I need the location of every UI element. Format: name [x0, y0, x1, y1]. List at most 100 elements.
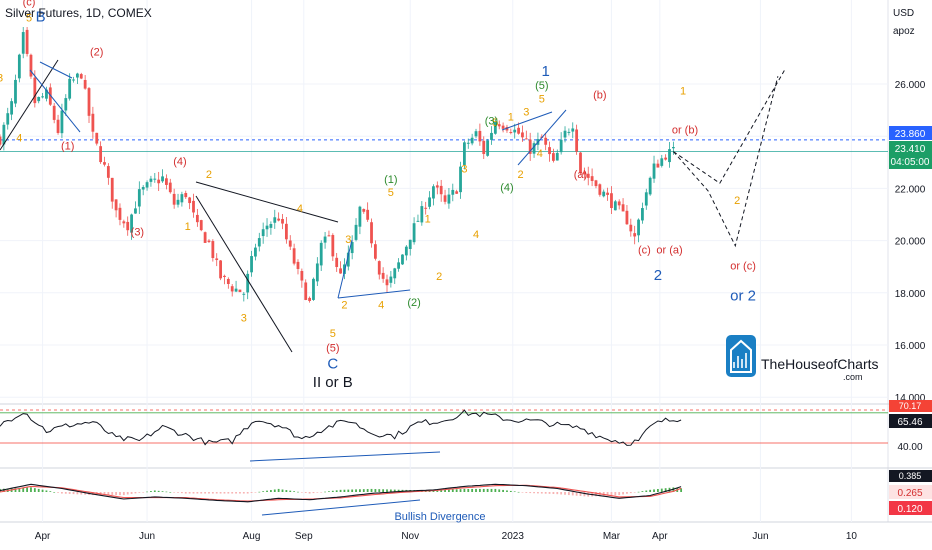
time-tick-label: Nov [401, 531, 419, 542]
macd-histogram-bar [339, 489, 342, 492]
macd-histogram-bar [347, 489, 350, 492]
candle-body [567, 131, 571, 133]
candle-body [559, 139, 563, 153]
wave-label: (2) [407, 297, 420, 309]
wave-label: 2 [436, 271, 442, 283]
macd-histogram-bar [521, 492, 524, 493]
wave-label: or (c) [730, 260, 756, 272]
macd-histogram-bar [370, 488, 373, 492]
macd-histogram-bar [150, 491, 152, 492]
candle-body [350, 242, 354, 254]
macd-histogram-bar [614, 492, 617, 496]
candle-body [466, 142, 470, 144]
macd-histogram-bar [180, 492, 183, 494]
macd-histogram-bar [246, 492, 249, 494]
candle-body [335, 257, 339, 268]
candle-body [432, 186, 435, 199]
macd-histogram-bar [68, 492, 71, 494]
candle-body [532, 143, 536, 154]
candle-body [490, 132, 493, 140]
macd-histogram-bar [64, 492, 67, 494]
candle-body [52, 105, 56, 120]
macd-histogram-bar [486, 488, 489, 492]
user-label: apoz [893, 26, 915, 37]
wave-b-line [29, 69, 81, 133]
candle-body [269, 224, 273, 228]
wave-label: 5 [492, 117, 498, 129]
wave-label: 3 [241, 313, 247, 325]
macd-histogram-bar [386, 489, 388, 492]
candle-body [470, 137, 474, 144]
macd-histogram-bar [146, 491, 148, 493]
candle-body [358, 206, 362, 227]
macd-histogram-bar [107, 492, 110, 496]
macd-histogram-bar [544, 492, 547, 494]
candle-body [637, 219, 640, 236]
wave-label: (3) [485, 115, 498, 127]
candle-body [188, 197, 192, 204]
candle-body [219, 260, 222, 279]
candle-body [145, 182, 149, 188]
macd-histogram-bar [111, 492, 114, 496]
macd-histogram-bar [165, 491, 168, 493]
macd-histogram-bar [157, 490, 160, 492]
macd-histogram-bar [451, 489, 454, 492]
wave-c-rise-line [337, 239, 353, 299]
wave-label: or 2 [730, 288, 756, 305]
candle-body [6, 113, 10, 125]
logo-suffix-text: .com [843, 372, 863, 382]
macd-histogram-bar [49, 491, 52, 492]
wave-b-upper-line [39, 61, 73, 79]
rsi-value-badge [889, 414, 932, 428]
currency-label: USD [893, 8, 914, 19]
candle-body [377, 261, 381, 275]
candle-body [621, 204, 625, 212]
macd-histogram-bar [660, 488, 663, 492]
macd-histogram-bar [382, 489, 385, 492]
macd-histogram-bar [18, 487, 21, 492]
macd-histogram-bar [297, 491, 299, 493]
wave-label: 3 [461, 164, 467, 176]
macd-signal-line [0, 484, 682, 502]
candle-body [617, 201, 621, 206]
macd-histogram-bar [262, 491, 265, 492]
macd-value-text: 0.385 [899, 471, 922, 481]
candle-body [37, 96, 41, 102]
projection-path-alternate [673, 68, 787, 184]
candle-body [14, 79, 17, 104]
candle-body [230, 286, 234, 292]
candle-body [284, 223, 288, 240]
channel-line-left [0, 59, 59, 151]
candle-body [29, 54, 33, 77]
macd-histogram-bar [440, 490, 443, 492]
macd-histogram-bar [355, 489, 357, 492]
candle-body [211, 241, 215, 259]
candle-body [134, 208, 137, 214]
candle-body [184, 192, 188, 198]
candle-body [571, 128, 575, 132]
candle-body [215, 258, 219, 261]
candle-body [459, 166, 462, 193]
rsi-line [0, 409, 682, 446]
wave-label: (2) [90, 46, 103, 58]
macd-histogram-bar [270, 490, 272, 492]
candle-body [381, 272, 385, 279]
macd-histogram-bar [463, 488, 466, 492]
macd-histogram-bar [138, 492, 141, 493]
candle-body [594, 180, 598, 187]
candle-body [281, 218, 284, 224]
macd-histogram-bar [196, 492, 199, 494]
macd-histogram-bar [308, 492, 311, 494]
price-candles [0, 27, 675, 303]
histogram-value-badge [889, 501, 932, 515]
bullish-divergence-label: Bullish Divergence [394, 511, 485, 523]
wave-label: 2 [734, 195, 740, 207]
logo-brand-text: TheHouseofCharts [761, 356, 879, 372]
candle-body [552, 153, 555, 161]
candle-body [362, 209, 366, 212]
candle-body [343, 264, 346, 274]
wave-label: 1 [508, 112, 514, 124]
price-tick-label: 16.000 [895, 341, 926, 352]
macd-histogram-bar [335, 490, 338, 492]
